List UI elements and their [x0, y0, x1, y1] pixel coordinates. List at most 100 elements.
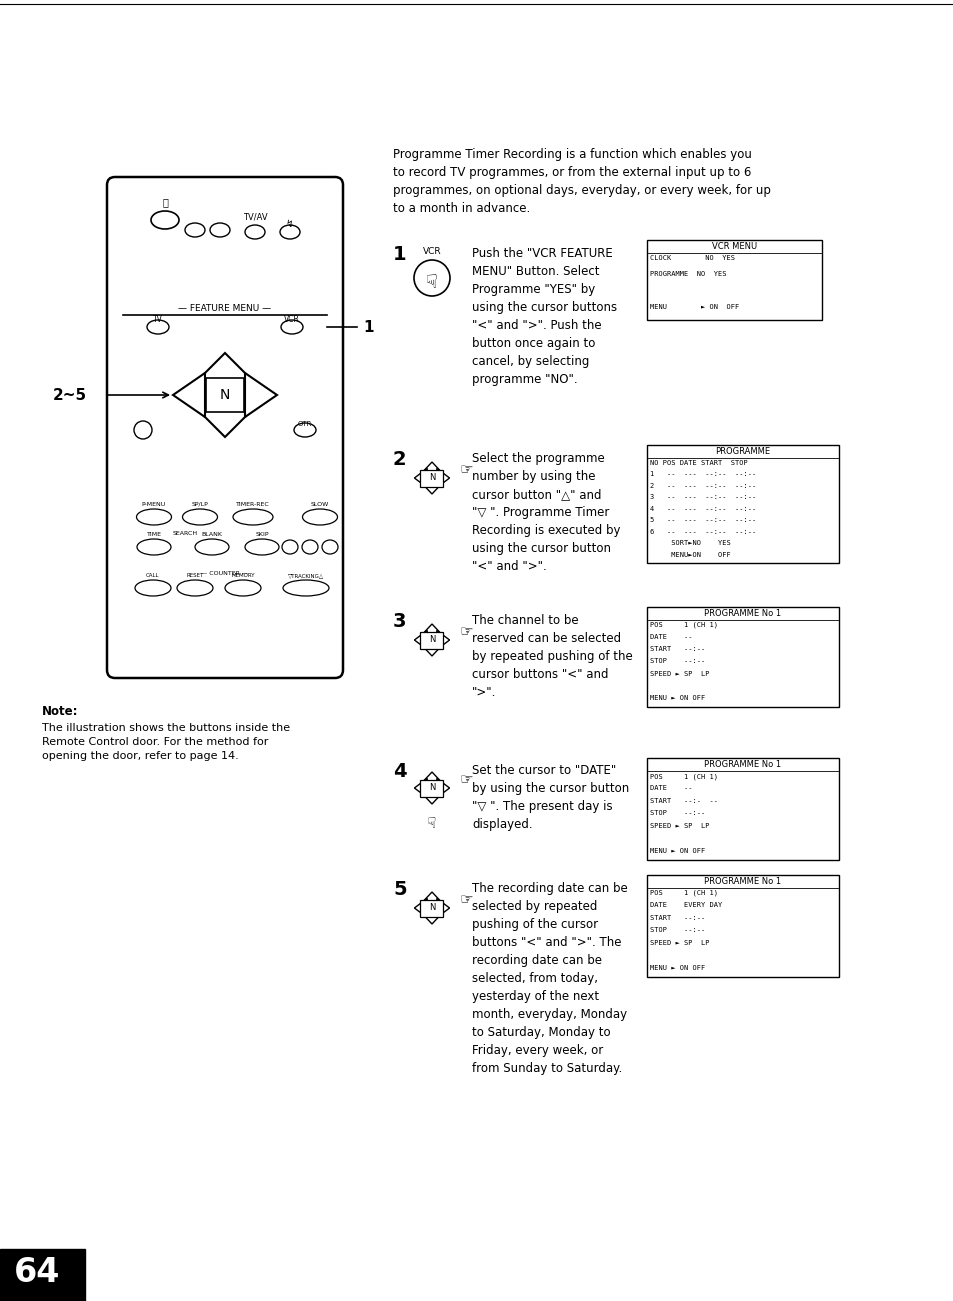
- Text: STOP    --:--: STOP --:--: [649, 928, 704, 933]
- Text: N: N: [428, 474, 435, 483]
- Text: POS     1 (CH 1): POS 1 (CH 1): [649, 773, 718, 779]
- Circle shape: [133, 422, 152, 438]
- Text: PROGRAMME: PROGRAMME: [715, 448, 770, 455]
- Text: ☟: ☟: [426, 272, 437, 291]
- Ellipse shape: [280, 225, 299, 239]
- Polygon shape: [172, 373, 205, 418]
- Text: PROGRAMME No 1: PROGRAMME No 1: [703, 760, 781, 769]
- Text: SLOW: SLOW: [311, 502, 329, 507]
- Text: MENU ► ON OFF: MENU ► ON OFF: [649, 695, 704, 701]
- Ellipse shape: [210, 222, 230, 237]
- Text: VCR MENU: VCR MENU: [711, 242, 757, 251]
- Ellipse shape: [294, 423, 315, 437]
- Text: ⏻: ⏻: [162, 196, 168, 207]
- Text: VCR: VCR: [284, 315, 299, 324]
- Text: MENU        ► ON  OFF: MENU ► ON OFF: [649, 303, 739, 310]
- Ellipse shape: [147, 320, 169, 334]
- Ellipse shape: [245, 539, 278, 556]
- Polygon shape: [419, 481, 443, 494]
- Ellipse shape: [135, 580, 171, 596]
- Text: POS     1 (CH 1): POS 1 (CH 1): [649, 890, 718, 896]
- Ellipse shape: [281, 320, 303, 334]
- Text: VCR: VCR: [422, 247, 441, 256]
- Text: DATE    --: DATE --: [649, 634, 692, 640]
- Ellipse shape: [225, 580, 261, 596]
- Polygon shape: [414, 631, 427, 649]
- Circle shape: [414, 260, 450, 297]
- FancyBboxPatch shape: [420, 899, 443, 916]
- Text: ☟: ☟: [427, 816, 436, 831]
- Text: PROGRAMME No 1: PROGRAMME No 1: [703, 609, 781, 618]
- Ellipse shape: [322, 540, 337, 554]
- Text: 1: 1: [363, 320, 374, 334]
- Text: DATE    EVERY DAY: DATE EVERY DAY: [649, 903, 721, 908]
- Text: TV: TV: [152, 315, 163, 324]
- Text: 3   --  ---  --:--  --:--: 3 -- --- --:-- --:--: [649, 494, 756, 501]
- Text: 4: 4: [393, 762, 406, 781]
- Ellipse shape: [194, 539, 229, 556]
- Text: ☞: ☞: [459, 892, 473, 908]
- Text: POS     1 (CH 1): POS 1 (CH 1): [649, 622, 718, 628]
- Ellipse shape: [245, 225, 265, 239]
- Text: Note:: Note:: [42, 705, 78, 718]
- Ellipse shape: [136, 509, 172, 526]
- FancyBboxPatch shape: [420, 779, 443, 796]
- Text: N: N: [428, 635, 435, 644]
- Polygon shape: [419, 462, 443, 475]
- Polygon shape: [419, 771, 443, 785]
- Bar: [0, 1249, 85, 1301]
- Text: ☞: ☞: [459, 773, 473, 787]
- Text: SKIP: SKIP: [255, 532, 269, 537]
- Text: 5: 5: [393, 879, 406, 899]
- Text: START   --:-  --: START --:- --: [649, 798, 718, 804]
- Text: SPEED ► SP  LP: SPEED ► SP LP: [649, 822, 709, 829]
- Polygon shape: [436, 778, 449, 798]
- Ellipse shape: [185, 222, 205, 237]
- Text: ☞: ☞: [459, 462, 473, 477]
- FancyBboxPatch shape: [420, 631, 443, 648]
- Ellipse shape: [233, 509, 273, 526]
- Text: P-MENU: P-MENU: [142, 502, 166, 507]
- Text: SPEED ► SP  LP: SPEED ► SP LP: [649, 939, 709, 946]
- Text: SP/LP: SP/LP: [192, 502, 208, 507]
- Text: The recording date can be
selected by repeated
pushing of the cursor
buttons "<": The recording date can be selected by re…: [472, 882, 627, 1075]
- Polygon shape: [414, 899, 427, 917]
- Text: 1: 1: [393, 245, 406, 264]
- Text: N: N: [428, 903, 435, 912]
- Ellipse shape: [283, 580, 329, 596]
- Bar: [646, 758, 838, 860]
- Polygon shape: [419, 624, 443, 636]
- FancyBboxPatch shape: [206, 379, 244, 412]
- Polygon shape: [419, 892, 443, 904]
- Text: STOP    --:--: STOP --:--: [649, 811, 704, 816]
- Text: 2   --  ---  --:--  --:--: 2 -- --- --:-- --:--: [649, 483, 756, 489]
- Text: MENU ► ON OFF: MENU ► ON OFF: [649, 964, 704, 971]
- FancyBboxPatch shape: [107, 177, 343, 678]
- Text: 4   --  ---  --:--  --:--: 4 -- --- --:-- --:--: [649, 506, 756, 511]
- Text: 5   --  ---  --:--  --:--: 5 -- --- --:-- --:--: [649, 518, 756, 523]
- Text: 3: 3: [393, 611, 406, 631]
- Text: BLANK: BLANK: [201, 532, 222, 537]
- Text: N: N: [428, 783, 435, 792]
- Text: TIMER-REC: TIMER-REC: [236, 502, 270, 507]
- Text: START   --:--: START --:--: [649, 915, 704, 921]
- Ellipse shape: [302, 509, 337, 526]
- Polygon shape: [419, 791, 443, 804]
- Ellipse shape: [182, 509, 217, 526]
- Text: NO POS DATE START  STOP: NO POS DATE START STOP: [649, 461, 747, 466]
- Text: Select the programme
number by using the
cursor button "△" and
"▽ ". Programme T: Select the programme number by using the…: [472, 451, 619, 572]
- Polygon shape: [414, 778, 427, 798]
- Text: The illustration shows the buttons inside the
Remote Control door. For the metho: The illustration shows the buttons insid…: [42, 723, 290, 761]
- Text: TIME: TIME: [147, 532, 161, 537]
- Text: Programme Timer Recording is a function which enables you
to record TV programme: Programme Timer Recording is a function …: [393, 148, 770, 215]
- Text: CLOCK        NO  YES: CLOCK NO YES: [649, 255, 734, 262]
- Polygon shape: [193, 405, 256, 437]
- Text: ▽TRACKING△: ▽TRACKING△: [288, 572, 324, 578]
- Text: — COUNTER —: — COUNTER —: [201, 571, 249, 576]
- Text: SORT►NO    YES: SORT►NO YES: [649, 540, 730, 546]
- Text: Set the cursor to "DATE"
by using the cursor button
"▽ ". The present day is
dis: Set the cursor to "DATE" by using the cu…: [472, 764, 629, 831]
- Text: The channel to be
reserved can be selected
by repeated pushing of the
cursor but: The channel to be reserved can be select…: [472, 614, 632, 699]
- Bar: [646, 239, 821, 320]
- Text: N: N: [219, 388, 230, 402]
- Text: 2~5: 2~5: [52, 388, 87, 402]
